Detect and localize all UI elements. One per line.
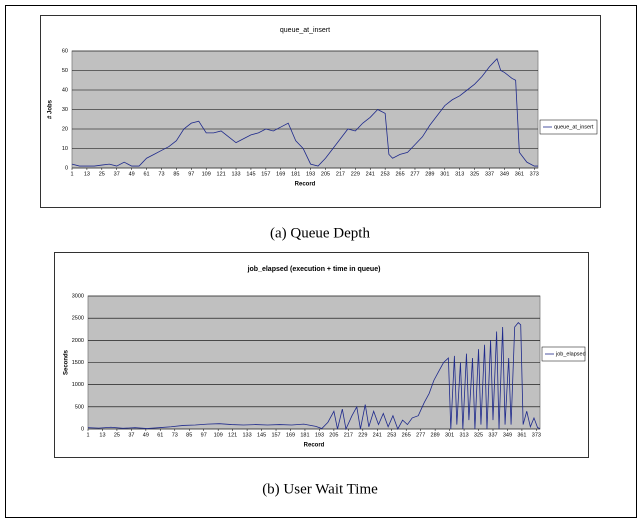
x-tick-label: 181 — [291, 171, 300, 177]
y-tick-label: 10 — [62, 146, 68, 152]
legend-box — [539, 119, 598, 135]
x-tick-label: 97 — [201, 432, 207, 438]
x-tick-label: 145 — [257, 432, 266, 438]
x-tick-label: 289 — [425, 171, 434, 177]
x-tick-label: 85 — [173, 171, 179, 177]
x-tick-label: 301 — [440, 171, 449, 177]
x-tick-label: 85 — [186, 432, 192, 438]
x-tick-label: 109 — [214, 432, 223, 438]
x-tick-label: 37 — [128, 432, 134, 438]
y-tick-label: 40 — [62, 87, 68, 93]
x-tick-label: 37 — [114, 171, 120, 177]
x-tick-label: 193 — [306, 171, 315, 177]
x-tick-label: 25 — [99, 171, 105, 177]
x-tick-label: 205 — [321, 171, 330, 177]
caption: (a) Queue Depth — [270, 225, 370, 241]
y-tick-label: 20 — [62, 126, 68, 132]
x-tick-label: 25 — [114, 432, 120, 438]
legend-label: job_elapsed — [555, 351, 586, 357]
x-tick-label: 181 — [300, 432, 309, 438]
data-line — [71, 58, 538, 167]
y-axis-label: Seconds — [64, 349, 70, 375]
x-tick-label: 13 — [84, 171, 90, 177]
x-tick-label: 97 — [188, 171, 194, 177]
x-tick-label: 109 — [202, 171, 211, 177]
x-tick-label: 349 — [500, 171, 509, 177]
legend-label: queue_at_insert — [554, 124, 594, 130]
x-tick-label: 349 — [503, 432, 512, 438]
x-tick-label: 241 — [373, 432, 382, 438]
caption: (b) User Wait Time — [262, 481, 378, 497]
x-tick-label: 121 — [228, 432, 237, 438]
x-tick-label: 373 — [532, 432, 541, 438]
x-tick-label: 49 — [129, 171, 135, 177]
x-tick-label: 337 — [485, 171, 494, 177]
x-tick-label: 313 — [459, 432, 468, 438]
y-tick-label: 1000 — [72, 382, 84, 388]
x-tick-label: 265 — [402, 432, 411, 438]
x-tick-label: 337 — [488, 432, 497, 438]
x-tick-label: 1 — [86, 432, 89, 438]
x-tick-label: 361 — [515, 171, 524, 177]
y-tick-label: 30 — [62, 107, 68, 113]
y-tick-label: 0 — [65, 165, 68, 171]
x-tick-label: 169 — [286, 432, 295, 438]
x-tick-label: 241 — [366, 171, 375, 177]
x-tick-label: 205 — [329, 432, 338, 438]
x-tick-label: 217 — [336, 171, 345, 177]
data-line — [87, 322, 541, 431]
x-tick-label: 373 — [530, 171, 539, 177]
x-tick-label: 193 — [315, 432, 324, 438]
x-tick-label: 361 — [517, 432, 526, 438]
figure-border — [5, 5, 637, 518]
x-axis-label: Record — [295, 182, 316, 188]
y-tick-label: 60 — [62, 48, 68, 54]
x-axis-label: Record — [304, 443, 325, 449]
x-tick-label: 73 — [158, 171, 164, 177]
x-tick-label: 145 — [246, 171, 255, 177]
x-tick-label: 265 — [395, 171, 404, 177]
x-tick-label: 157 — [271, 432, 280, 438]
x-tick-label: 325 — [474, 432, 483, 438]
x-tick-label: 217 — [344, 432, 353, 438]
x-tick-label: 73 — [172, 432, 178, 438]
x-tick-label: 277 — [410, 171, 419, 177]
y-tick-label: 0 — [81, 426, 84, 432]
y-tick-label: 1500 — [72, 360, 84, 366]
x-tick-label: 253 — [387, 432, 396, 438]
x-tick-label: 133 — [231, 171, 240, 177]
x-tick-label: 121 — [217, 171, 226, 177]
chart-title: queue_at_insert — [280, 27, 330, 34]
x-tick-label: 157 — [261, 171, 270, 177]
x-tick-label: 277 — [416, 432, 425, 438]
y-tick-label: 500 — [75, 404, 84, 410]
chart-title: job_elapsed (execution + time in queue) — [247, 266, 381, 273]
y-tick-label: 50 — [62, 68, 68, 74]
x-tick-label: 61 — [143, 171, 149, 177]
legend-box — [541, 346, 586, 362]
x-tick-label: 313 — [455, 171, 464, 177]
y-axis-label: # Jobs — [48, 99, 54, 119]
y-tick-label: 2500 — [72, 316, 84, 322]
x-tick-label: 301 — [445, 432, 454, 438]
x-tick-label: 133 — [243, 432, 252, 438]
x-tick-label: 253 — [381, 171, 390, 177]
y-tick-label: 2000 — [72, 338, 84, 344]
x-tick-label: 229 — [358, 432, 367, 438]
x-tick-label: 169 — [276, 171, 285, 177]
x-tick-label: 61 — [157, 432, 163, 438]
y-tick-label: 3000 — [72, 293, 84, 299]
x-tick-label: 289 — [431, 432, 440, 438]
x-tick-label: 13 — [99, 432, 105, 438]
x-tick-label: 1 — [70, 171, 73, 177]
x-tick-label: 49 — [143, 432, 149, 438]
x-tick-label: 325 — [470, 171, 479, 177]
x-tick-label: 229 — [351, 171, 360, 177]
